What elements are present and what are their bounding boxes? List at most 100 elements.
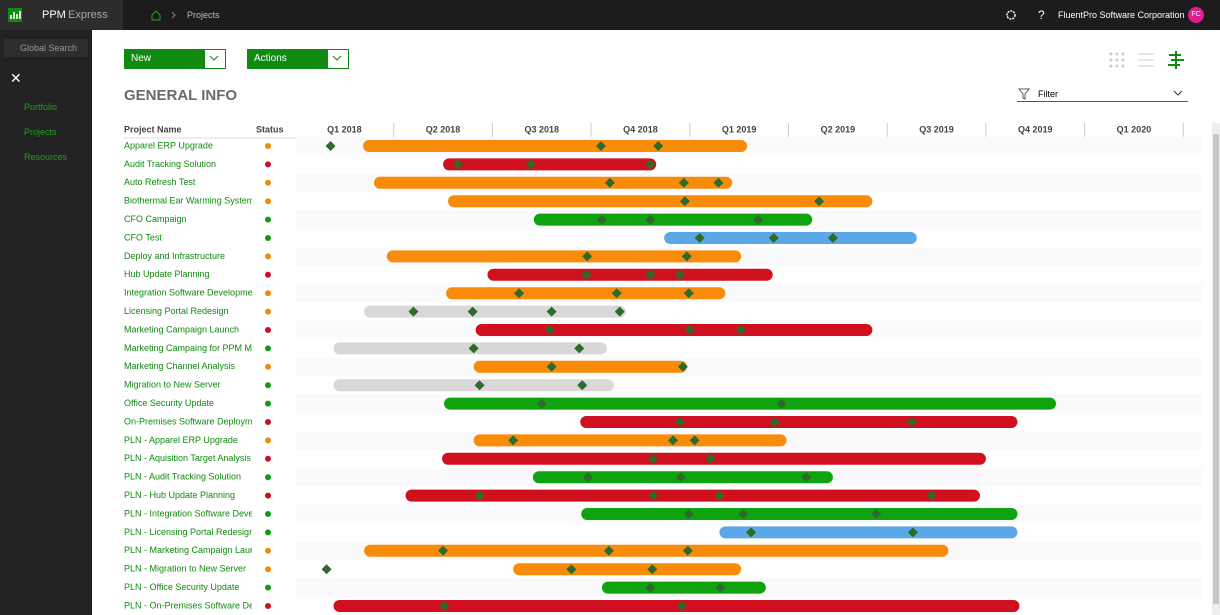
quarter-label: Q4 2018 [623,124,658,134]
nav-item[interactable]: Portfolio [24,102,58,112]
header-icons[interactable]: ? [1005,9,1055,22]
quarter-label: Q1 2018 [327,124,362,134]
milestone [514,288,525,299]
milestone [581,269,592,280]
filter-icons [1018,88,1183,100]
milestone [574,343,585,354]
milestone [714,490,725,501]
gantt-bar [386,250,742,263]
status-dot [265,603,271,609]
project-name: Marketing Campaign Launch [124,324,239,334]
milestone [438,545,449,556]
gantt-bar [475,324,873,336]
status-dot [265,455,271,462]
milestone [738,509,749,519]
milestone [682,545,693,556]
project-name: PLN - Licensing Portal Redesign [124,527,254,537]
milestone [439,601,450,611]
gantt-bar [333,379,614,392]
status-dot [265,382,271,389]
new-button[interactable]: New [124,49,226,69]
logo[interactable]: PPM Express [0,0,123,30]
project-name: PLN - Audit Tracking Solution [124,472,241,482]
milestone [768,233,779,243]
sidebar: Global Search ✕ Portfolio Projects Resou… [0,30,92,615]
project-name: Deploy and Infrastructure [124,251,225,261]
actions-label: Actions [248,50,328,68]
milestone [679,196,690,207]
chevrons [209,55,342,61]
milestone [683,288,694,299]
project-name: Audit Tracking Solution [124,159,216,169]
gantt-bar [373,176,733,189]
quarter-label: Q2 2019 [821,124,856,134]
filter[interactable]: Filter [1017,86,1188,102]
col-status[interactable]: Status [256,124,284,134]
milestone [745,527,756,538]
gantt-bar [364,544,949,557]
milestone [603,545,614,556]
status-dot [265,308,271,315]
milestone [614,306,625,317]
org-name[interactable]: FluentPro Software Corporation [1058,10,1185,20]
nav-item[interactable]: Projects [24,127,57,137]
milestone [595,141,606,151]
gantt-bar [446,287,726,300]
avatar[interactable]: FC [1188,7,1204,23]
milestone [715,582,726,593]
milestone [474,490,485,501]
gantt-bar [333,600,1020,612]
project-name: Migration to New Server [124,380,221,390]
status-dot [265,271,271,278]
milestone [596,214,607,225]
project-name: PLN - On-Premises Software Dep [124,600,259,610]
project-name: Integration Software Developme [124,288,253,298]
milestone [645,159,656,170]
row-band [296,357,1202,376]
milestone [582,251,593,262]
milestone [468,343,479,354]
milestone [684,325,695,335]
milestone [325,141,336,151]
milestone [926,490,937,501]
breadcrumb[interactable]: Projects [187,10,220,20]
actions-button[interactable]: Actions [247,49,349,69]
milestone [907,527,918,538]
project-name: Office Security Update [124,398,214,408]
status-dot [265,179,271,186]
milestone [674,417,685,427]
milestone [871,509,882,519]
project-name: Licensing Portal Redesign [124,306,229,316]
milestone [604,177,615,188]
status-dot [265,400,271,407]
milestone [648,490,659,501]
milestone [321,564,332,575]
project-name: PLN - Migration to New Server [124,564,246,574]
scroll-thumb[interactable] [1213,134,1219,604]
svg-text:?: ? [1038,9,1045,22]
status-dot [265,584,271,591]
project-name: CFO Campaign [124,214,187,224]
global-search[interactable]: Global Search [4,39,88,57]
milestone [675,472,686,483]
milestone [677,361,688,372]
home-icon[interactable] [150,9,190,21]
milestone [546,306,557,317]
view-icons[interactable] [1108,50,1188,70]
status-dot [265,216,271,223]
col-name[interactable]: Project Name [124,124,182,134]
project-name: PLN - Aquisition Target Analysis [124,453,251,463]
milestone [681,251,692,262]
milestone [814,196,825,207]
project-name: PLN - Hub Update Planning [124,490,235,500]
status-dot [265,161,271,168]
project-name: Auto Refresh Test [124,177,196,187]
quarter-label: Q1 2020 [1117,124,1152,134]
project-name: PLN - Office Security Update [124,582,239,592]
gantt-bar [364,305,626,318]
gantt-bar [533,213,813,226]
section-title[interactable]: GENERAL INFO [124,87,238,104]
close-icon[interactable]: ✕ [10,70,22,86]
nav-item[interactable]: Resources [24,152,68,162]
